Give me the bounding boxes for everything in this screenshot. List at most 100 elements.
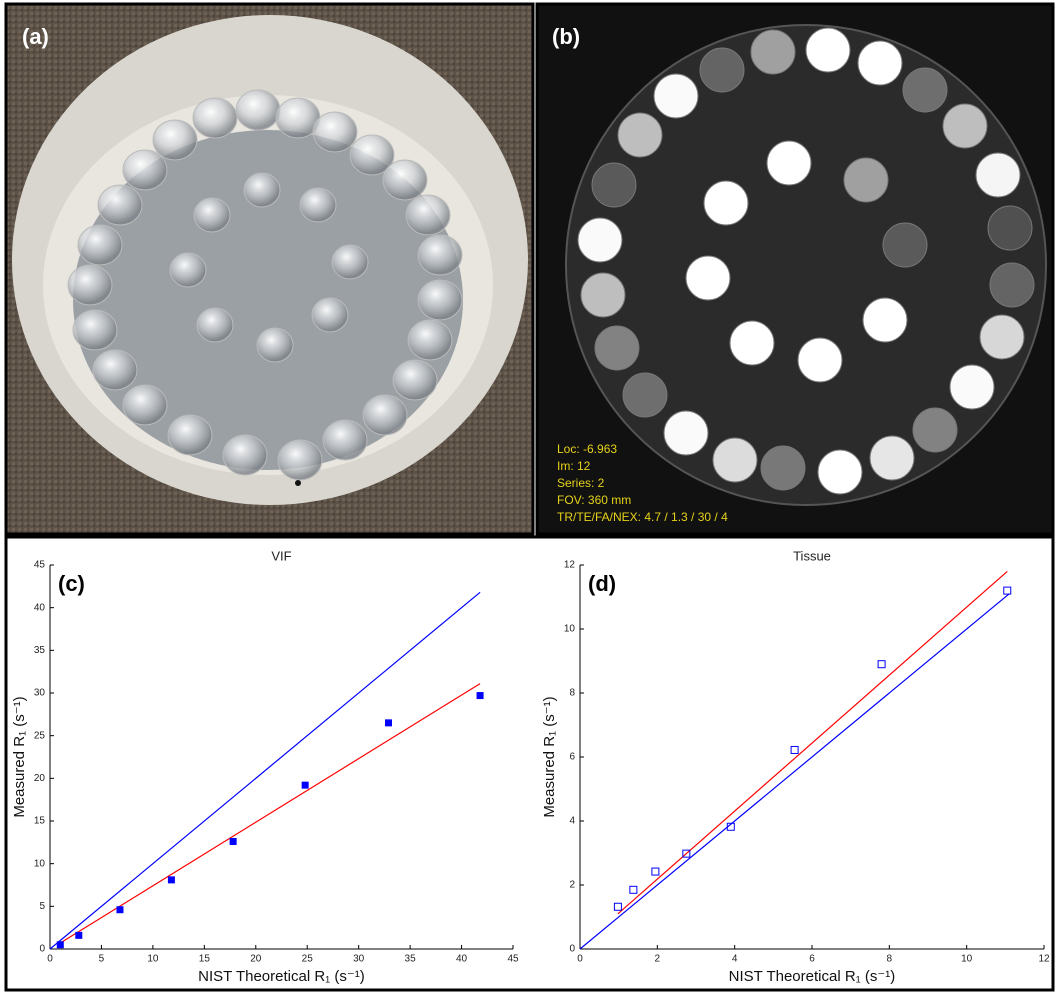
tube [383, 160, 427, 200]
phantom-disc [623, 373, 667, 417]
x-tick-label: 35 [405, 954, 417, 965]
y-axis-label: Measured R₁ (s⁻¹) [541, 696, 558, 817]
phantom-disc [581, 273, 625, 317]
x-tick-label: 2 [655, 954, 661, 965]
phantom-disc [903, 68, 947, 112]
phantom-disc [761, 446, 805, 490]
x-tick-label: 25 [302, 954, 314, 965]
x-tick-label: 0 [47, 954, 53, 965]
scan-annotation: Series: 2 [557, 476, 605, 490]
tube [123, 385, 167, 425]
data-point [302, 782, 308, 788]
chart-title: VIF [271, 548, 291, 563]
x-tick-label: 40 [456, 954, 468, 965]
panel-label: (d) [588, 571, 616, 596]
y-tick-label: 25 [34, 730, 46, 741]
x-tick-label: 20 [250, 954, 262, 965]
phantom-disc [943, 104, 987, 148]
phantom-disc [980, 315, 1024, 359]
y-tick-label: 8 [569, 688, 575, 699]
figure: (a) (b) Loc: -6.963Im: 12Series: 2FOV: 3… [0, 0, 1056, 992]
data-point [117, 907, 123, 913]
tube [197, 308, 233, 342]
tube [312, 298, 348, 332]
tube [168, 415, 212, 455]
y-tick-label: 12 [564, 560, 576, 571]
phantom-disc [798, 338, 842, 382]
phantom-disc [700, 48, 744, 92]
x-tick-label: 0 [577, 954, 583, 965]
y-tick-label: 15 [34, 816, 46, 827]
chart-frame [6, 537, 1053, 990]
scan-annotation: FOV: 360 mm [557, 493, 631, 507]
tube [257, 328, 293, 362]
data-point [477, 693, 483, 699]
y-tick-label: 4 [569, 816, 575, 827]
tube [418, 235, 462, 275]
scan-annotation: Loc: -6.963 [557, 442, 617, 456]
tube [194, 198, 230, 232]
phantom-disc [618, 113, 662, 157]
phantom-disc [844, 158, 888, 202]
y-tick-label: 5 [39, 901, 45, 912]
y-tick-label: 0 [569, 944, 575, 955]
tube [93, 350, 137, 390]
phantom-disc [883, 223, 927, 267]
data-point [230, 838, 236, 844]
scan-annotation: TR/TE/FA/NEX: 4.7 / 1.3 / 30 / 4 [557, 510, 728, 524]
x-tick-label: 6 [809, 954, 815, 965]
phantom-disc [818, 450, 862, 494]
x-tick-label: 12 [1038, 954, 1050, 965]
tube [332, 245, 368, 279]
tube [323, 420, 367, 460]
phantom-disc [654, 74, 698, 118]
y-tick-label: 6 [569, 752, 575, 763]
phantom-disc [767, 141, 811, 185]
tube [68, 265, 112, 305]
tube [278, 440, 322, 480]
phantom-disc [870, 436, 914, 480]
tube [244, 173, 280, 207]
tube [193, 98, 237, 138]
tube [98, 185, 142, 225]
data-point [76, 932, 82, 938]
phantom-disc [913, 408, 957, 452]
x-tick-label: 10 [147, 954, 159, 965]
phantom-disc [664, 411, 708, 455]
data-point [57, 942, 63, 948]
phantom-disc [806, 28, 850, 72]
tube [406, 195, 450, 235]
data-point [386, 720, 392, 726]
phantom-disc [686, 256, 730, 300]
data-point [168, 877, 174, 883]
x-tick-label: 45 [507, 954, 519, 965]
phantom-disc [988, 206, 1032, 250]
y-tick-label: 35 [34, 645, 46, 656]
y-tick-label: 0 [39, 944, 45, 955]
x-tick-label: 10 [961, 954, 973, 965]
y-tick-label: 2 [569, 880, 575, 891]
panel-label: (a) [22, 24, 49, 49]
tube [408, 320, 452, 360]
tube [170, 253, 206, 287]
phantom-disc [863, 298, 907, 342]
tube [123, 150, 167, 190]
phantom-disc [578, 218, 622, 262]
phantom-disc [592, 163, 636, 207]
tube [236, 90, 280, 130]
y-tick-label: 40 [34, 602, 46, 613]
tube [153, 120, 197, 160]
panel-label: (c) [58, 571, 85, 596]
tube [223, 435, 267, 475]
phantom-disc [950, 365, 994, 409]
tube [300, 188, 336, 222]
phantom-disc [990, 263, 1034, 307]
x-tick-label: 15 [199, 954, 211, 965]
phantom-disc [751, 30, 795, 74]
y-tick-label: 30 [34, 688, 46, 699]
x-tick-label: 5 [99, 954, 105, 965]
y-tick-label: 10 [34, 858, 46, 869]
x-tick-label: 4 [732, 954, 738, 965]
phantom-disc [595, 326, 639, 370]
panel-label: (b) [552, 24, 580, 49]
